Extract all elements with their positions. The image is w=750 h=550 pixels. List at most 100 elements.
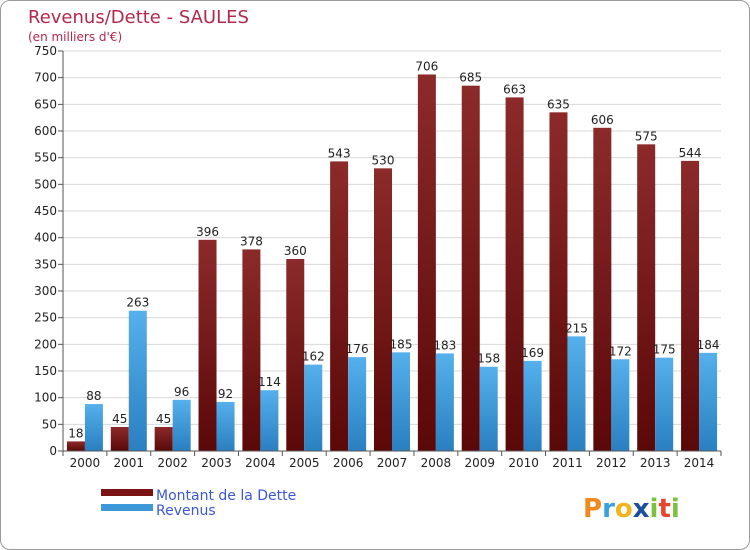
bar-dette [154,427,173,451]
bar-revenus [84,404,103,451]
x-tick-label: 2003 [201,456,232,470]
value-label-revenus: 176 [346,342,369,356]
value-label-revenus: 158 [477,352,500,366]
value-label-dette: 18 [68,426,83,440]
bar-dette [681,160,700,451]
value-label-dette: 543 [328,146,351,160]
bars: 1888452634596396923781143601625431765301… [66,59,720,452]
y-tick-label: 150 [34,364,57,378]
legend-swatch-revenus [101,504,153,511]
value-label-dette: 530 [372,153,395,167]
x-axis: 2000 2001 2002 2003 2004 2005 2006 2007 2008 2009… [62,450,722,470]
y-tick-label: 200 [34,337,57,351]
legend-label-revenus: Revenus [156,503,216,519]
value-label-revenus: 162 [302,350,325,364]
bar-dette [374,168,392,452]
bar-revenus [611,359,630,451]
value-label-revenus: 185 [390,337,413,351]
x-tick-label: 2006 [333,456,364,470]
bar-dette [593,127,612,452]
bar-dette [110,427,129,451]
x-tick-label: 2010 [508,456,539,470]
x-tick-label: 2001 [114,456,145,470]
value-label-dette: 685 [459,71,482,85]
legend-label-dette: Montant de la Dette [156,488,296,504]
bar-dette [198,239,217,451]
y-tick-label: 650 [34,97,57,111]
bar-dette [637,144,656,452]
bar-dette [549,112,568,451]
chart-title: Revenus/Dette - SAULES [28,7,249,28]
value-label-revenus: 96 [174,385,189,399]
x-tick-label: 2004 [245,456,276,470]
value-label-revenus: 172 [609,344,632,358]
x-tick-label: 2013 [640,456,671,470]
bar-dette [66,441,85,451]
bar-revenus [304,364,323,451]
bar-revenus [216,401,235,451]
y-tick-label: 500 [34,177,57,191]
value-label-dette: 706 [415,59,438,73]
x-tick-label: 2000 [70,456,101,470]
bar-revenus [128,310,147,451]
y-tick-label: 400 [34,231,57,245]
value-label-dette: 663 [503,82,526,96]
value-label-dette: 606 [591,113,614,127]
x-tick-label: 2002 [157,456,188,470]
bar-dette [461,85,480,452]
bar-revenus [567,336,586,451]
value-label-revenus: 215 [565,321,588,335]
value-label-revenus: 183 [433,338,456,352]
y-tick-label: 600 [34,124,57,138]
bar-dette [505,97,524,452]
logo-letter: i [650,494,659,524]
logo-letter: x [633,494,650,524]
value-label-dette: 575 [635,129,658,143]
bar-revenus [348,357,367,451]
x-tick-label: 2014 [684,456,715,470]
value-label-revenus: 169 [521,346,544,360]
bar-revenus [699,352,718,451]
value-label-revenus: 175 [653,343,676,357]
y-tick-label: 450 [34,204,57,218]
bar-revenus [392,352,410,451]
bar-revenus [172,399,191,451]
y-tick-label: 0 [49,444,57,458]
bar-dette [417,74,436,451]
bar-revenus [655,357,674,451]
x-tick-label: 2012 [596,456,627,470]
logo-letter: t [658,494,670,524]
x-tick-label: 2008 [421,456,452,470]
value-label-revenus: 88 [86,389,101,403]
x-tick-label: 2007 [377,456,408,470]
value-label-revenus: 92 [218,387,233,401]
bar-dette [242,249,261,451]
y-tick-label: 350 [34,257,57,271]
y-axis: 0 50 100 150 200 250 300 350 400 450 500 550 600 650 7… [34,44,64,458]
chart-subtitle: (en milliers d'€) [28,30,122,44]
logo-letter: r [602,494,615,524]
value-label-revenus: 114 [258,375,281,389]
y-tick-label: 50 [42,417,57,431]
y-tick-label: 750 [34,44,57,58]
value-label-dette: 45 [112,412,127,426]
logo-letter: o [615,494,633,524]
bar-revenus [260,390,279,451]
bar-revenus [479,366,498,451]
x-tick-label: 2011 [552,456,583,470]
value-label-dette: 544 [679,146,702,160]
bar-revenus [523,360,542,451]
value-label-revenus: 184 [697,338,720,352]
logo-letter: i [671,494,680,524]
legend-swatch-dette [101,489,153,496]
value-label-revenus: 263 [126,296,149,310]
value-label-dette: 635 [547,97,570,111]
y-tick-label: 550 [34,151,57,165]
legend: Montant de la Dette Revenus [101,488,296,519]
bar-revenus [435,353,454,451]
y-tick-label: 300 [34,284,57,298]
x-tick-label: 2005 [289,456,320,470]
logo-letter: P [583,494,602,524]
